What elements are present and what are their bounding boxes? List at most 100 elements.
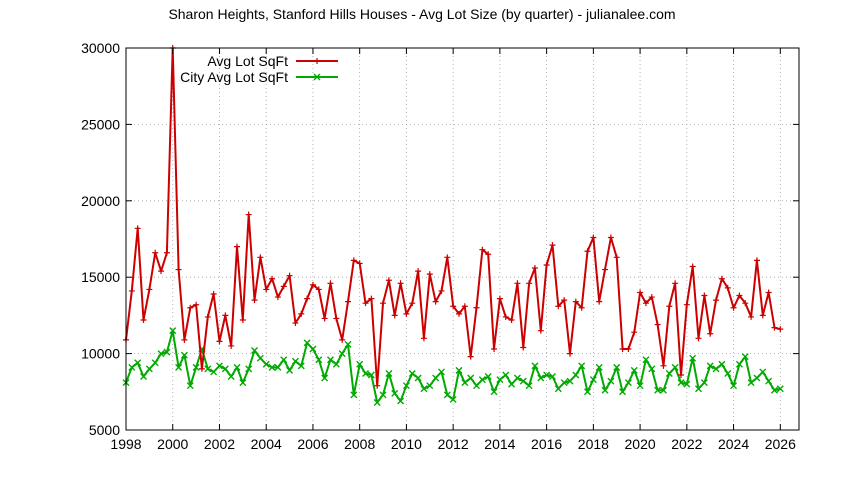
data-point xyxy=(502,313,509,320)
x-tick-label: 2014 xyxy=(484,436,515,452)
legend-swatch-marker xyxy=(314,58,320,64)
data-point xyxy=(584,388,592,396)
data-point xyxy=(140,316,147,323)
data-point xyxy=(537,374,545,382)
data-point xyxy=(169,327,177,335)
data-point xyxy=(350,391,358,399)
data-point xyxy=(333,315,340,322)
data-point xyxy=(549,242,556,249)
x-tick-label: 2010 xyxy=(391,436,422,452)
data-point xyxy=(339,336,346,343)
y-tick-label: 10000 xyxy=(81,346,120,362)
data-point xyxy=(186,382,194,390)
data-point xyxy=(677,371,684,378)
series-avg-lot xyxy=(123,45,784,389)
data-point xyxy=(379,391,387,399)
data-point xyxy=(437,368,445,376)
data-point xyxy=(485,251,492,258)
data-point xyxy=(239,316,246,323)
data-point xyxy=(251,297,258,304)
data-point xyxy=(759,368,767,376)
data-point xyxy=(181,336,188,343)
data-point xyxy=(590,234,597,241)
data-point xyxy=(513,374,521,382)
data-point xyxy=(467,353,474,360)
data-point xyxy=(467,374,475,382)
data-point xyxy=(408,369,416,377)
data-point xyxy=(344,298,351,305)
data-point xyxy=(163,348,171,356)
data-point xyxy=(415,268,422,275)
x-tick-label: 2006 xyxy=(297,436,328,452)
data-point xyxy=(356,260,363,267)
data-point xyxy=(420,335,427,342)
data-point xyxy=(724,284,731,291)
data-point xyxy=(327,280,334,287)
data-point xyxy=(274,363,282,371)
data-point xyxy=(414,374,422,382)
data-point xyxy=(251,347,259,355)
data-point xyxy=(695,385,703,393)
data-point xyxy=(315,286,322,293)
data-point xyxy=(303,339,311,347)
data-point xyxy=(239,379,247,387)
data-point xyxy=(730,382,738,390)
data-point xyxy=(695,335,702,342)
data-point xyxy=(397,397,405,405)
data-point xyxy=(776,385,784,393)
data-point xyxy=(280,283,287,290)
data-point xyxy=(735,360,743,368)
data-point xyxy=(233,363,241,371)
data-point xyxy=(648,365,656,373)
data-point xyxy=(344,340,352,348)
x-tick-label: 2022 xyxy=(671,436,702,452)
data-point xyxy=(712,365,720,373)
data-point xyxy=(204,365,212,373)
x-tick-label: 2000 xyxy=(157,436,188,452)
data-point xyxy=(747,379,755,387)
data-point xyxy=(151,359,159,367)
data-point xyxy=(742,300,749,307)
data-point xyxy=(228,342,235,349)
data-point xyxy=(338,350,346,358)
data-point xyxy=(426,271,433,278)
data-point xyxy=(672,280,679,287)
data-point xyxy=(215,362,223,370)
data-point xyxy=(444,254,451,261)
x-tick-label: 2018 xyxy=(578,436,609,452)
data-point xyxy=(502,371,510,379)
plot-frame xyxy=(125,47,800,431)
data-point xyxy=(262,360,270,368)
data-point xyxy=(461,303,468,310)
data-point xyxy=(152,249,159,256)
data-point xyxy=(134,225,141,232)
series-city-avg-lot xyxy=(122,327,784,406)
data-point xyxy=(145,365,153,373)
data-point xyxy=(291,357,299,365)
x-tick-label: 2016 xyxy=(531,436,562,452)
data-point xyxy=(642,300,649,307)
data-point xyxy=(531,362,539,370)
axis-ticks: 1998 2000 2002 2004 2006 2008 2010 2012 2014 2016… xyxy=(81,40,799,452)
data-point xyxy=(566,377,574,385)
data-point xyxy=(245,365,253,373)
data-point xyxy=(596,298,603,305)
data-point xyxy=(210,368,218,376)
chart-title: Sharon Heights, Stanford Hills Houses - … xyxy=(168,6,675,22)
series-layer xyxy=(122,45,784,406)
data-point xyxy=(765,289,772,296)
data-point xyxy=(298,310,305,317)
data-point xyxy=(520,344,527,351)
data-point xyxy=(256,354,264,362)
legend-label: Avg Lot SqFt xyxy=(207,53,288,69)
data-point xyxy=(403,310,410,317)
x-tick-label: 1998 xyxy=(110,436,141,452)
y-tick-label: 15000 xyxy=(81,269,120,285)
x-tick-label: 2026 xyxy=(765,436,796,452)
data-point xyxy=(490,388,498,396)
data-point xyxy=(367,371,375,379)
data-point xyxy=(484,373,492,381)
data-point xyxy=(770,386,778,394)
data-point xyxy=(216,338,223,345)
